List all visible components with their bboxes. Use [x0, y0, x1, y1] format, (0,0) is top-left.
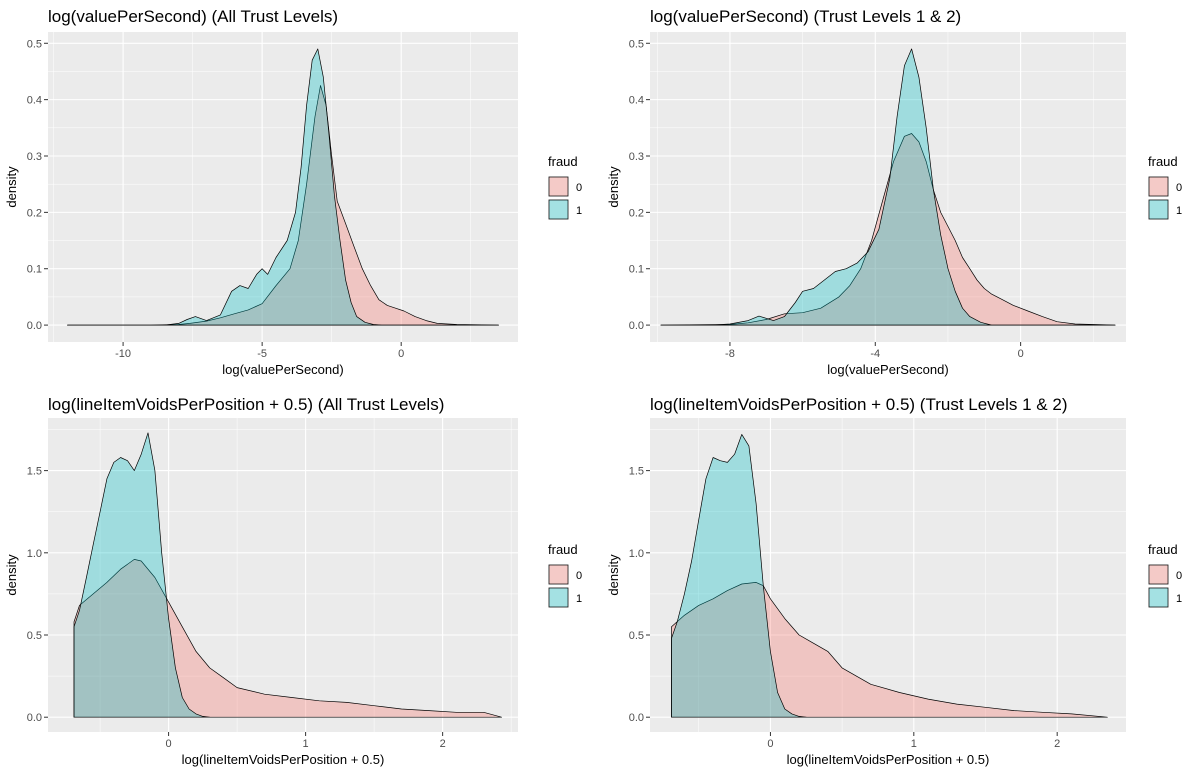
legend-label: 1 — [1176, 593, 1182, 605]
legend-key-bg — [1148, 199, 1169, 220]
density-area-fraud-1 — [671, 434, 807, 718]
y-tick-label: 0.1 — [629, 264, 644, 276]
legend: fraud 0 1 — [1148, 154, 1182, 220]
density-area-fraud-1 — [67, 48, 499, 326]
y-tick-label: 0.4 — [629, 95, 644, 107]
y-tick-label: 1.5 — [629, 466, 644, 478]
x-tick-label: -8 — [725, 348, 735, 360]
legend-key-bg — [548, 199, 569, 220]
chart-title: log(lineItemVoidsPerPosition + 0.5) (All… — [48, 395, 444, 414]
legend-swatch-fraud-1 — [548, 199, 569, 220]
x-tick-label: 0 — [398, 348, 404, 360]
density-area-fraud-0 — [73, 559, 502, 718]
x-tick-label: -10 — [115, 348, 131, 360]
legend-label: 1 — [1176, 205, 1182, 217]
y-axis-label: density — [606, 166, 621, 208]
y-tick-label: 0.5 — [629, 630, 644, 642]
y-axis-label: density — [4, 554, 19, 596]
legend-key-bg — [548, 587, 569, 608]
x-tick-label: 0 — [166, 738, 172, 750]
legend-title: fraud — [548, 542, 578, 557]
x-tick-label: 0 — [767, 738, 773, 750]
y-tick-label: 0.0 — [629, 320, 644, 332]
x-tick-label: -5 — [257, 348, 267, 360]
density-area-fraud-1 — [73, 432, 211, 718]
legend-label: 0 — [1176, 570, 1182, 582]
panel-background — [48, 32, 518, 342]
legend-swatch-fraud-0 — [548, 564, 569, 585]
y-tick-label: 0.0 — [27, 320, 42, 332]
x-tick-label: -4 — [870, 348, 880, 360]
x-tick-label: 1 — [303, 738, 309, 750]
legend-title: fraud — [1148, 154, 1178, 169]
y-tick-label: 1.5 — [27, 466, 42, 478]
y-tick-label: 0.5 — [27, 630, 42, 642]
legend-label: 1 — [576, 205, 582, 217]
chart-panel-3: 0 1 2 0.0 0.5 1.0 1.5 log(lineItemVoidsPerPosit… — [4, 395, 582, 767]
legend-swatch-fraud-1 — [1148, 199, 1169, 220]
legend-title: fraud — [548, 154, 578, 169]
chart-title: log(valuePerSecond) (Trust Levels 1 & 2) — [650, 7, 961, 26]
chart-title: log(lineItemVoidsPerPosition + 0.5) (Tru… — [650, 395, 1067, 414]
y-tick-label: 0.2 — [27, 207, 42, 219]
legend-label: 1 — [576, 593, 582, 605]
y-tick-label: 0.5 — [629, 38, 644, 50]
x-tick-label: 1 — [911, 738, 917, 750]
legend-label: 0 — [576, 570, 582, 582]
x-axis-label: log(lineItemVoidsPerPosition + 0.5) — [182, 752, 385, 767]
legend-swatch-fraud-0 — [548, 176, 569, 197]
legend-key-bg — [548, 176, 569, 197]
legend-key-bg — [1148, 564, 1169, 585]
y-tick-label: 0.1 — [27, 264, 42, 276]
x-tick-label: 2 — [1054, 738, 1060, 750]
legend: fraud 0 1 — [548, 154, 582, 220]
x-axis-label: log(valuePerSecond) — [222, 362, 343, 377]
legend-key-bg — [548, 564, 569, 585]
y-tick-label: 0.3 — [629, 151, 644, 163]
legend-swatch-fraud-1 — [548, 587, 569, 608]
y-tick-label: 1.0 — [27, 548, 42, 560]
y-tick-label: 1.0 — [629, 548, 644, 560]
legend-swatch-fraud-1 — [1148, 587, 1169, 608]
chart-panel-1: -10 -5 0 0.0 0.1 0.2 0.3 0.4 0.5 log(valuePerSeco… — [4, 7, 582, 377]
y-tick-label: 0.4 — [27, 95, 42, 107]
legend-key-bg — [1148, 587, 1169, 608]
y-tick-label: 0.2 — [629, 207, 644, 219]
x-axis-label: log(lineItemVoidsPerPosition + 0.5) — [787, 752, 990, 767]
chart-panel-2: -8 -4 0 0.0 0.1 0.2 0.3 0.4 0.5 log(valuePerSecon… — [606, 7, 1182, 377]
density-area-fraud-0 — [671, 582, 1108, 718]
legend-title: fraud — [1148, 542, 1178, 557]
density-area-fraud-1 — [660, 48, 1116, 326]
legend: fraud 0 1 — [548, 542, 582, 608]
y-axis-label: density — [606, 554, 621, 596]
legend-key-bg — [1148, 176, 1169, 197]
y-tick-label: 0.0 — [27, 712, 42, 724]
legend-swatch-fraud-0 — [1148, 176, 1169, 197]
y-tick-label: 0.0 — [629, 712, 644, 724]
legend: fraud 0 1 — [1148, 542, 1182, 608]
x-axis-label: log(valuePerSecond) — [827, 362, 948, 377]
y-tick-label: 0.5 — [27, 38, 42, 50]
x-tick-label: 0 — [1018, 348, 1024, 360]
y-axis-label: density — [4, 166, 19, 208]
legend-label: 0 — [1176, 182, 1182, 194]
legend-swatch-fraud-0 — [1148, 564, 1169, 585]
x-tick-label: 2 — [440, 738, 446, 750]
legend-label: 0 — [576, 182, 582, 194]
chart-title: log(valuePerSecond) (All Trust Levels) — [48, 7, 338, 26]
y-tick-label: 0.3 — [27, 151, 42, 163]
chart-panel-4: 0 1 2 0.0 0.5 1.0 1.5 log(lineItemVoidsPerPosit… — [606, 395, 1182, 767]
